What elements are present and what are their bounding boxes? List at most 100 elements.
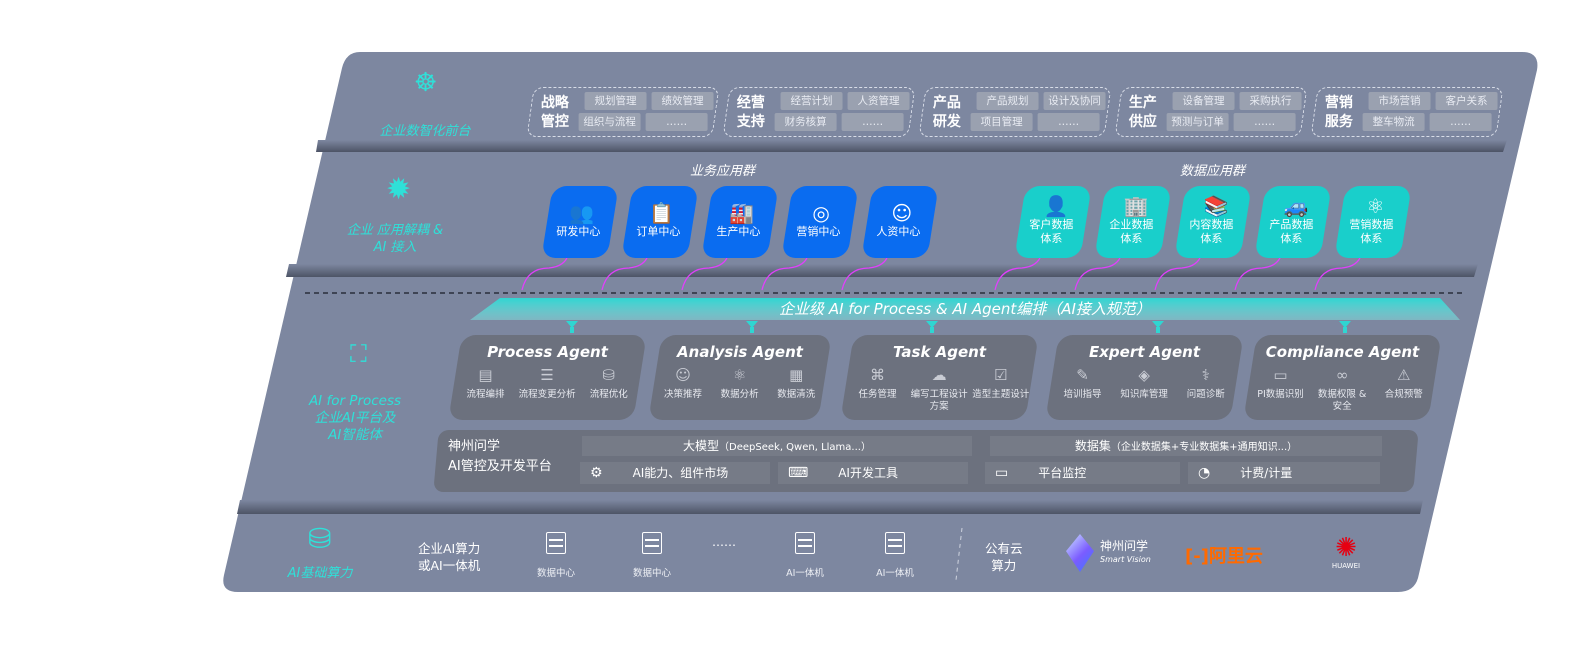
agent-content: Expert Agent ✎ 培训指导 ◈ 知识库管理 ⚕ 问题诊断: [1052, 335, 1237, 420]
checklist-icon: ☑: [994, 366, 1008, 384]
app-label: 生产中心: [716, 224, 761, 238]
label-en: AI for Process: [308, 393, 402, 409]
capability-label: 造型主题设计: [972, 389, 1030, 400]
agent-card[interactable]: Analysis Agent ☺ 决策推荐 ⚛ 数据分析 ▦ 数据清洗: [648, 335, 832, 420]
app-card-data-apps[interactable]: 📚 内容数据 体系: [1174, 186, 1252, 258]
agent-capability: ⛁ 流程优化: [578, 366, 639, 401]
chip-item[interactable]: 项目管理: [970, 113, 1033, 131]
platform-tool[interactable]: ⌨ AI开发工具: [778, 462, 968, 484]
chip-item[interactable]: 产品规划: [976, 92, 1039, 110]
agent-card[interactable]: Task Agent ⌘ 任务管理 ☁ 编写工程设计方案 ☑ 造型主题设计: [840, 335, 1039, 420]
models-label: 大模型: [683, 439, 720, 453]
group-title: 产品 研发: [933, 94, 961, 132]
capability-label: 数据权限 & 安全: [1317, 389, 1367, 412]
atom-icon: ⚛: [732, 366, 747, 384]
public-label-1: 公有云: [985, 541, 1023, 556]
database-icon: ⛁: [308, 522, 332, 555]
chip-item[interactable]: 采购执行: [1239, 92, 1302, 110]
agent-capability: ⌘ 任务管理: [847, 366, 908, 401]
agent-card[interactable]: Process Agent ▤ 流程编排 ☰ 流程变更分析 ⛁ 流程优化: [448, 335, 647, 420]
down-arrow-icon: [1339, 321, 1351, 328]
chip-item[interactable]: 组织与流程: [578, 113, 641, 131]
capability-label: 合规预警: [1384, 389, 1423, 400]
chip-item[interactable]: 整车物流: [1362, 113, 1425, 131]
chip-more[interactable]: ……: [1037, 113, 1100, 131]
provider-smart-vision: 神州问学 Smart Vision: [1100, 540, 1151, 566]
agent-capability: ▦ 数据清洗: [768, 366, 824, 401]
agent-card[interactable]: Expert Agent ✎ 培训指导 ◈ 知识库管理 ⚕ 问题诊断: [1045, 335, 1244, 420]
group-title-2: 管控: [540, 114, 569, 130]
app-label: 研发中心: [556, 224, 601, 238]
chip-item[interactable]: 人资管理: [847, 92, 910, 110]
building-icon: 🏢: [1123, 193, 1149, 218]
app-card-data-apps[interactable]: 🏢 企业数据 体系: [1094, 186, 1172, 258]
platform-name-1: 神州问学: [448, 439, 501, 454]
group-title-1: 生产: [1128, 95, 1157, 111]
capability-label: 编写工程设计方案: [910, 389, 968, 412]
app-card-business-apps[interactable]: 🏭 生产中心: [701, 186, 779, 258]
chip-item[interactable]: 设计及协同: [1043, 92, 1106, 110]
platform-tool[interactable]: ◔ 计费/计量: [1188, 462, 1380, 484]
platform-name: 神州问学 AI管控及开发平台: [448, 437, 552, 477]
diagnosis-icon: ⚕: [1201, 366, 1210, 384]
stack-icon: ⛁: [602, 366, 616, 384]
cloud-icon: ☁: [931, 366, 947, 384]
app-card-business-apps[interactable]: 👥 研发中心: [541, 186, 619, 258]
group-title-2: 研发: [932, 114, 961, 130]
down-arrow-icon: [746, 321, 758, 328]
chip-item[interactable]: 绩效管理: [651, 92, 714, 110]
agent-capability: ☑ 造型主题设计: [970, 366, 1031, 401]
app-card-business-apps[interactable]: 📋 订单中心: [621, 186, 699, 258]
chip-item[interactable]: 规划管理: [584, 92, 647, 110]
front-group: 经营支持 经营计划 人资管理 财务核算……: [722, 87, 916, 137]
agent-capability: ☁ 编写工程设计方案: [909, 366, 970, 413]
chip-more[interactable]: ……: [841, 113, 904, 131]
pencil-ruler-icon: ✎: [1076, 366, 1089, 384]
chip-more[interactable]: ……: [1233, 113, 1296, 131]
capability-label: 培训指导: [1063, 389, 1102, 400]
platform-tool[interactable]: ⚙ AI能力、组件市场: [580, 462, 770, 484]
agent-content: Analysis Agent ☺ 决策推荐 ⚛ 数据分析 ▦ 数据清洗: [655, 335, 825, 420]
datasets-cell: 数据集（企业数据集+专业数据集+通用知识...）: [990, 436, 1382, 456]
chip-item[interactable]: 市场营销: [1368, 92, 1431, 110]
chip-item[interactable]: 设备管理: [1172, 92, 1235, 110]
app-card-data-apps[interactable]: ⚛ 营销数据 体系: [1334, 186, 1412, 258]
chip-more[interactable]: ……: [1429, 113, 1492, 131]
molecule-hub-icon: ✹: [386, 172, 412, 207]
chip-item[interactable]: 财务核算: [774, 113, 837, 131]
agent-name: Compliance Agent: [1265, 343, 1420, 361]
gauge-icon: ◔: [1198, 465, 1211, 481]
platform-name-2: AI管控及开发平台: [448, 459, 552, 474]
app-card-data-apps[interactable]: 👤 客户数据 体系: [1014, 186, 1092, 258]
arrow-stem: [570, 327, 574, 333]
group-title-2: 支持: [736, 114, 765, 130]
chip-item[interactable]: 经营计划: [780, 92, 843, 110]
app-card-data-apps[interactable]: 🚙 产品数据 体系: [1254, 186, 1332, 258]
chip-item[interactable]: 客户关系: [1435, 92, 1498, 110]
agent-name: Task Agent: [892, 343, 987, 361]
app-card-business-apps[interactable]: ☺ 人资中心: [861, 186, 939, 258]
group-title: 生产 供应: [1129, 94, 1157, 132]
app-label: 企业数据 体系: [1109, 217, 1154, 245]
tool-label: 计费/计量: [1240, 466, 1293, 480]
server-icon: [642, 532, 662, 554]
market-gear-icon: ⚙: [590, 465, 603, 481]
chip-more[interactable]: ……: [645, 113, 708, 131]
target-icon: ◎: [812, 200, 831, 225]
chip-item[interactable]: 预测与订单: [1166, 113, 1229, 131]
server-label: 数据中心: [632, 568, 671, 579]
agent-capability: ☺ 决策推荐: [655, 366, 711, 401]
datasets-note: （企业数据集+专业数据集+通用知识...）: [1110, 442, 1298, 453]
app-label: 内容数据 体系: [1189, 217, 1234, 245]
agent-capability: ⚕ 问题诊断: [1175, 366, 1236, 401]
public-cloud-label: 公有云 算力: [985, 540, 1023, 574]
network-icon: ⌘: [870, 366, 886, 384]
platform-tool[interactable]: ▭ 平台监控: [985, 462, 1180, 484]
group-title-2: 服务: [1324, 114, 1353, 130]
group-title-1: 经营: [736, 95, 765, 111]
app-card-business-apps[interactable]: ◎ 营销中心: [781, 186, 859, 258]
agent-card[interactable]: Compliance Agent ▭ PI数据识别 ∞ 数据权限 & 安全 ⚠ 合规预警: [1243, 335, 1442, 420]
provider-name: 阿里云: [1208, 546, 1263, 567]
clipboard-icon: 📋: [649, 200, 674, 225]
public-label-2: 算力: [991, 558, 1017, 573]
